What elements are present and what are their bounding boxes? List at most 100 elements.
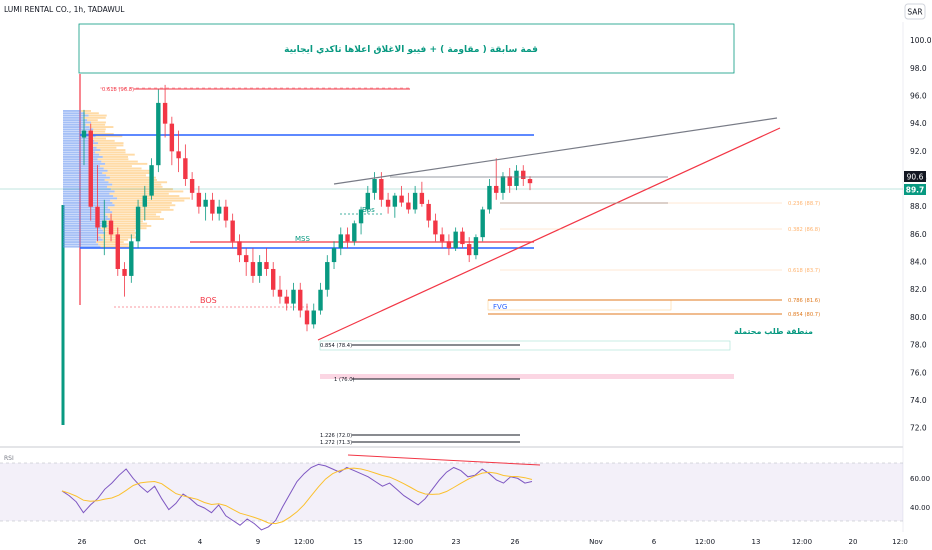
vp-bar-orange — [105, 222, 148, 225]
candle-body — [88, 130, 93, 207]
price-tick: 78.0 — [910, 341, 927, 350]
candle-body — [345, 234, 350, 242]
candle-body — [115, 234, 120, 269]
price-tick: 100.0 — [910, 36, 932, 45]
vp-bar-orange — [105, 162, 148, 165]
lower-trendline — [317, 127, 781, 341]
time-tick: 9 — [256, 538, 260, 546]
vp-bar-blue — [63, 137, 91, 140]
vp-bar-blue — [63, 142, 99, 145]
candle-body — [406, 202, 411, 210]
candle-body — [325, 262, 330, 290]
vp-bar-blue — [63, 215, 108, 218]
vp-bar-blue — [63, 119, 88, 122]
vp-bar-blue — [63, 144, 93, 147]
vp-bar-orange — [107, 185, 163, 188]
vp-bar-blue — [63, 156, 103, 158]
price-axis[interactable]: 100.098.096.094.092.090.088.086.084.082.… — [910, 36, 932, 433]
vp-bar-orange — [83, 116, 106, 119]
candle-body — [304, 310, 310, 325]
price-tick: 92.0 — [910, 147, 927, 156]
candle-body — [196, 192, 202, 207]
candle-body — [412, 192, 418, 210]
candle-body — [189, 179, 195, 193]
candle-body — [81, 130, 87, 138]
candle-body — [108, 220, 114, 235]
vp-bar-orange — [84, 112, 99, 115]
fib-label: 0.786 (81.6) — [788, 298, 820, 304]
rsi-line — [61, 463, 533, 531]
vp-bar-blue — [63, 238, 103, 241]
candle-body — [257, 262, 262, 276]
candle-body — [291, 289, 296, 304]
vp-bar-blue — [63, 218, 110, 220]
candle-body — [122, 268, 127, 276]
candle-body — [466, 244, 472, 256]
vp-bar-blue — [63, 243, 99, 246]
candle-body — [426, 203, 431, 221]
fib-label: 0.618 (96.8) — [102, 87, 134, 93]
fib-label: 1 (76.0) — [334, 377, 355, 383]
vp-bar-orange — [87, 119, 98, 122]
fib-label: 0.854 (78.4) — [320, 343, 352, 349]
vp-bar-orange — [81, 110, 91, 112]
vp-bar-blue — [63, 126, 90, 128]
vp-bar-orange — [97, 158, 129, 161]
candle-body — [135, 206, 141, 242]
vp-bar-blue — [63, 149, 101, 151]
candle-body — [311, 310, 316, 325]
rsi-pane[interactable]: RSI 60.00 40.00 — [0, 454, 930, 531]
vp-bar-blue — [63, 202, 113, 204]
vp-bar-orange — [98, 243, 129, 246]
vp-bar-blue — [63, 192, 110, 195]
fib-label: 0.618 (83.7) — [788, 268, 820, 274]
time-tick: 12:0 — [892, 538, 908, 546]
vp-bar-blue — [63, 158, 98, 161]
candle-body — [183, 158, 188, 180]
rsi-tick-40: 40.00 — [910, 504, 930, 512]
vp-bar-blue — [63, 128, 94, 131]
vp-bar-blue — [63, 234, 99, 237]
price-tick: 86.0 — [910, 230, 927, 239]
bos-top-label: Bos — [362, 206, 375, 214]
fib-label: 1.226 (72.0) — [320, 433, 352, 439]
candle-body — [277, 289, 283, 297]
time-tick: 12:00 — [294, 538, 314, 546]
vp-bar-orange — [107, 225, 152, 227]
vp-bar-orange — [95, 135, 123, 138]
currency-button[interactable]: SAR — [904, 3, 926, 20]
candle-body — [243, 255, 249, 263]
candle-body — [271, 268, 276, 290]
candle-body — [149, 165, 154, 196]
symbol-title: LUMI RENTAL CO., 1h, TADAWUL — [4, 5, 125, 14]
zones-layer — [319, 299, 734, 379]
time-axis[interactable]: 26 Oct 4 9 12:00 15 12:00 23 26 Nov 6 12:00 13 12:00 2… — [78, 538, 908, 546]
vp-bar-orange — [99, 165, 132, 168]
vp-bar-blue — [63, 213, 106, 216]
vp-bar-orange — [95, 151, 126, 154]
vp-bar-blue — [63, 208, 111, 211]
note-text: قمة سابقة ( مقاومة ) + فيبو الاغلاق اعلا… — [284, 45, 538, 55]
price-tick: 96.0 — [910, 91, 927, 100]
vp-bar-orange — [107, 169, 152, 172]
candle-body — [162, 102, 168, 124]
time-tick: 26 — [511, 538, 520, 546]
note-box[interactable]: قمة سابقة ( مقاومة ) + فيبو الاغلاق اعلا… — [78, 23, 735, 74]
vp-bar-orange — [105, 213, 157, 216]
candle-body — [95, 206, 100, 228]
vp-bar-blue — [63, 114, 89, 117]
vp-bar-blue — [63, 199, 111, 202]
vp-bar-blue — [63, 121, 91, 124]
vp-bar-blue — [63, 123, 86, 126]
candle-body — [527, 179, 533, 184]
price-tag-upper-text: 90.6 — [907, 173, 924, 182]
candle-body — [446, 241, 452, 249]
vp-bar-orange — [102, 156, 129, 158]
vp-bar-blue — [63, 195, 114, 197]
fib-label: 0.854 (80.7) — [788, 312, 820, 318]
vp-bar-blue — [63, 160, 102, 163]
candle-body — [453, 231, 458, 249]
vp-bar-orange — [104, 179, 157, 181]
vp-bar-orange — [109, 176, 156, 179]
